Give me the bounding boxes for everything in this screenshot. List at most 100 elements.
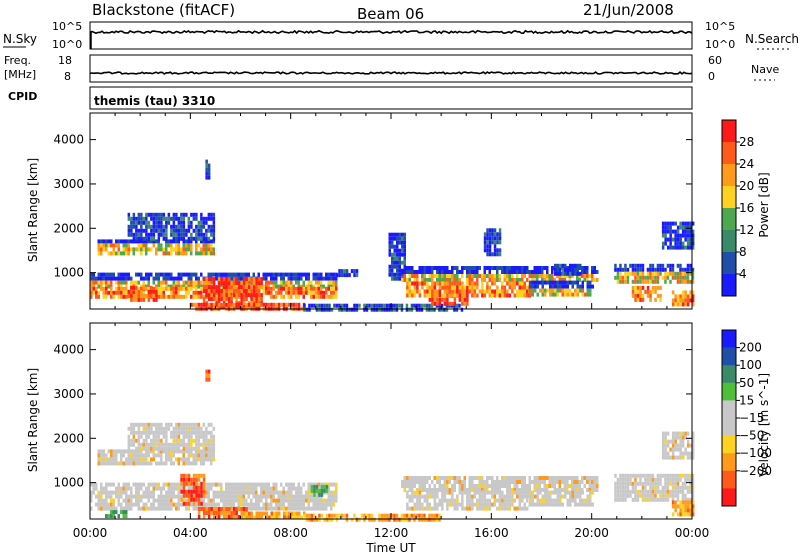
colorbar-tick-label: 15 bbox=[739, 393, 754, 407]
data-cell bbox=[401, 240, 404, 245]
data-cell bbox=[573, 488, 576, 492]
data-cell bbox=[521, 278, 524, 282]
data-cell bbox=[157, 212, 161, 217]
data-cell bbox=[130, 486, 133, 491]
data-cell bbox=[661, 455, 665, 460]
data-cell bbox=[160, 446, 163, 451]
data-cell bbox=[315, 294, 318, 299]
data-cell bbox=[691, 294, 695, 299]
data-cell bbox=[298, 515, 301, 520]
data-cell bbox=[571, 480, 574, 484]
data-cell bbox=[493, 244, 497, 249]
data-cell bbox=[544, 498, 547, 503]
data-cell bbox=[307, 290, 310, 295]
data-cell bbox=[155, 434, 158, 439]
data-cell bbox=[270, 498, 273, 503]
data-cell bbox=[212, 228, 216, 233]
data-cell bbox=[491, 289, 494, 294]
data-cell bbox=[207, 175, 211, 180]
data-cell bbox=[669, 455, 672, 460]
data-cell bbox=[162, 280, 165, 285]
data-cell bbox=[202, 507, 206, 511]
data-cell bbox=[406, 480, 409, 484]
data-cell bbox=[664, 431, 667, 436]
colorbar-tick-label: 4 bbox=[739, 267, 747, 281]
data-cell bbox=[255, 289, 258, 294]
data-cell bbox=[290, 302, 293, 307]
data-cell bbox=[416, 506, 419, 511]
data-cell bbox=[192, 426, 196, 431]
data-cell bbox=[574, 288, 577, 293]
data-cell bbox=[451, 270, 454, 274]
data-cell bbox=[140, 506, 143, 511]
data-cell bbox=[408, 498, 412, 503]
data-cell bbox=[401, 244, 404, 249]
data-cell bbox=[192, 236, 196, 241]
data-cell bbox=[105, 276, 108, 281]
data-cell bbox=[639, 267, 642, 272]
data-cell bbox=[142, 442, 146, 447]
data-cell bbox=[195, 212, 198, 217]
data-cell bbox=[170, 498, 173, 503]
data-cell bbox=[240, 494, 243, 499]
data-cell bbox=[225, 302, 228, 307]
data-cell bbox=[207, 272, 210, 277]
data-cell bbox=[317, 294, 320, 299]
cpid-value: themis (tau) 3310 bbox=[94, 94, 215, 108]
data-cell bbox=[523, 270, 526, 274]
freq-tick-high: 18 bbox=[58, 54, 72, 67]
data-cell bbox=[177, 486, 180, 491]
data-cell bbox=[436, 289, 439, 294]
data-cell bbox=[691, 279, 695, 284]
data-cell bbox=[538, 266, 541, 270]
data-cell bbox=[559, 490, 562, 495]
data-cell bbox=[272, 494, 275, 499]
data-cell bbox=[486, 502, 489, 507]
data-cell bbox=[589, 490, 592, 495]
data-cell bbox=[157, 449, 160, 454]
data-cell bbox=[556, 292, 559, 297]
data-cell bbox=[177, 494, 180, 499]
data-cell bbox=[689, 233, 692, 238]
colorbar-tick-label: 50 bbox=[739, 376, 754, 390]
data-cell bbox=[448, 289, 452, 294]
data-cell bbox=[322, 506, 325, 511]
data-cell bbox=[160, 438, 163, 443]
data-cell bbox=[571, 484, 574, 488]
data-cell bbox=[232, 490, 235, 495]
data-cell bbox=[403, 240, 406, 245]
data-cell bbox=[170, 490, 173, 495]
data-cell bbox=[353, 269, 356, 274]
data-cell bbox=[443, 488, 446, 492]
data-cell bbox=[175, 232, 178, 237]
data-cell bbox=[220, 277, 223, 282]
data-cell bbox=[566, 488, 569, 492]
data-cell bbox=[679, 435, 682, 440]
data-cell bbox=[205, 251, 208, 256]
data-cell bbox=[170, 486, 173, 491]
data-cell bbox=[691, 221, 695, 226]
data-cell bbox=[574, 292, 577, 297]
data-cell bbox=[486, 266, 489, 270]
data-cell bbox=[122, 498, 125, 503]
data-cell bbox=[503, 494, 507, 499]
data-cell bbox=[343, 513, 346, 518]
data-cell bbox=[202, 446, 206, 451]
data-cell bbox=[689, 225, 692, 230]
data-cell bbox=[368, 513, 371, 518]
data-cell bbox=[145, 486, 148, 491]
data-cell bbox=[257, 494, 260, 499]
data-cell bbox=[488, 240, 492, 245]
data-cell bbox=[225, 482, 228, 487]
data-cell bbox=[686, 451, 690, 456]
data-cell bbox=[290, 498, 293, 503]
colorbar-tick-label: 200 bbox=[739, 341, 762, 355]
data-cell bbox=[192, 501, 196, 506]
data-cell bbox=[676, 302, 680, 307]
data-cell bbox=[270, 486, 273, 491]
data-cell bbox=[125, 494, 128, 499]
data-cell bbox=[398, 236, 401, 241]
data-cell bbox=[501, 498, 504, 503]
data-cell bbox=[140, 251, 143, 256]
data-cell bbox=[661, 267, 665, 272]
